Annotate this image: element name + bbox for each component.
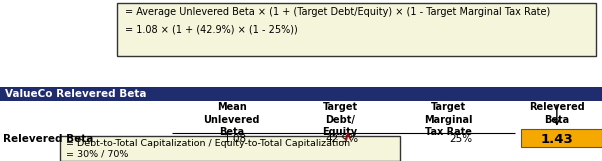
FancyBboxPatch shape [521,129,602,147]
Text: = Average Unlevered Beta × (1 + (Target Debt/Equity) × (1 - Target Marginal Tax : = Average Unlevered Beta × (1 + (Target … [125,7,550,17]
Text: Target
Debt/
Equity: Target Debt/ Equity [323,102,358,137]
Text: = 1.08 × (1 + (42.9%) × (1 - 25%)): = 1.08 × (1 + (42.9%) × (1 - 25%)) [125,24,297,34]
Text: = 30% / 70%: = 30% / 70% [66,150,129,159]
Text: ValueCo Relevered Beta: ValueCo Relevered Beta [5,89,146,99]
FancyBboxPatch shape [117,3,596,56]
FancyBboxPatch shape [60,136,400,161]
Text: Target
Marginal
Tax Rate: Target Marginal Tax Rate [424,102,473,137]
Text: 42.9%: 42.9% [325,134,358,144]
Text: 1.43: 1.43 [541,133,573,146]
FancyBboxPatch shape [0,87,602,101]
FancyBboxPatch shape [0,101,602,161]
Text: Relevered
Beta: Relevered Beta [529,102,585,125]
Text: 25%: 25% [450,134,473,144]
Text: Mean
Unlevered
Beta: Mean Unlevered Beta [203,102,260,137]
Text: 1.08: 1.08 [224,134,247,144]
Text: Relevered Beta: Relevered Beta [3,134,93,144]
Text: = Debt-to-Total Capitalization / Equity-to-Total Capitalization: = Debt-to-Total Capitalization / Equity-… [66,139,350,148]
